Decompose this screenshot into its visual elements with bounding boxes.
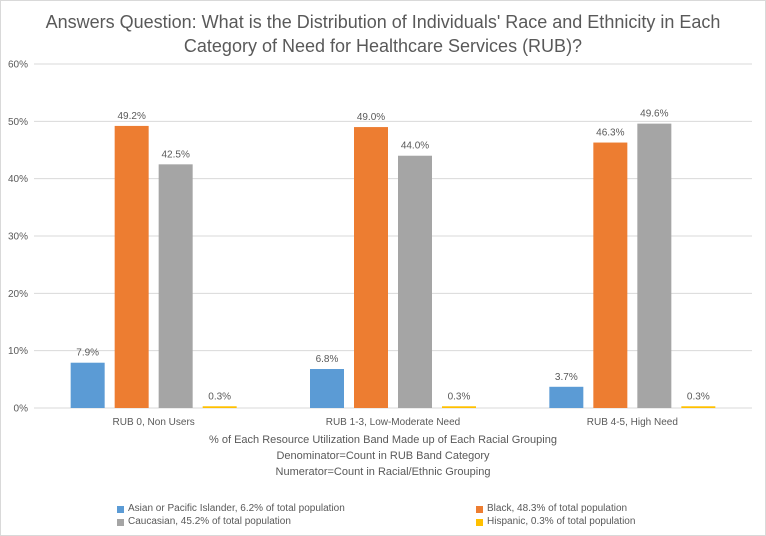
x-axis-title-line-2: Denominator=Count in RUB Band Category	[276, 450, 490, 462]
bar	[114, 125, 149, 409]
y-tick-label: 50%	[8, 117, 28, 128]
chart-title-line-1: Answers Question: What is the Distributi…	[45, 12, 721, 32]
data-label: 0.3%	[687, 391, 710, 402]
legend-label: Caucasian, 45.2% of total population	[128, 516, 291, 527]
y-tick-label: 40%	[8, 174, 28, 185]
data-label: 3.7%	[555, 372, 578, 383]
x-axis-title: % of Each Resource Utilization Band Made…	[0, 432, 766, 480]
legend-item: Hispanic, 0.3% of total population	[476, 516, 635, 528]
bar	[202, 406, 237, 408]
legend-swatch	[117, 518, 124, 526]
gridlines	[34, 63, 752, 409]
y-axis-tick-labels: 0% 10% 20% 30% 40% 50% 60%	[8, 60, 28, 415]
bar	[593, 142, 628, 408]
bars	[70, 123, 716, 409]
data-label: 0.3%	[208, 391, 231, 402]
category-label: RUB 1-3, Low-Moderate Need	[326, 417, 461, 428]
data-label: 6.8%	[316, 354, 339, 365]
bar	[310, 369, 344, 408]
legend-label: Hispanic, 0.3% of total population	[487, 516, 636, 527]
legend-item: Black, 48.3% of total population	[476, 503, 627, 515]
chart-title-line-2: Category of Need for Healthcare Services…	[183, 36, 583, 56]
bar	[158, 164, 193, 408]
bar	[681, 406, 716, 408]
data-label: 49.2%	[117, 111, 145, 122]
data-label: 7.9%	[76, 348, 99, 359]
bar	[549, 386, 584, 408]
category-labels: RUB 0, Non Users RUB 1-3, Low-Moderate Ne…	[113, 417, 678, 428]
data-labels: 7.9% 49.2% 42.5% 0.3% 6.8% 49.0% 44.0% 0.3% 3.7%…	[76, 109, 710, 403]
data-label: 42.5%	[161, 149, 189, 160]
data-label: 44.0%	[401, 141, 429, 152]
chart-title: Answers Question: What is the Distributi…	[0, 10, 766, 58]
legend-swatch	[476, 505, 483, 513]
y-tick-label: 20%	[8, 289, 28, 300]
y-tick-label: 0%	[14, 404, 29, 415]
legend-swatch	[476, 518, 483, 526]
legend-label: Black, 48.3% of total population	[487, 503, 628, 514]
bar	[398, 155, 432, 408]
y-tick-label: 10%	[8, 346, 28, 357]
data-label: 49.0%	[357, 112, 385, 123]
bar	[637, 123, 672, 409]
legend-item: Asian or Pacific Islander, 6.2% of total…	[117, 503, 345, 515]
data-label: 0.3%	[448, 391, 471, 402]
bar	[70, 362, 105, 408]
y-tick-label: 30%	[8, 232, 28, 243]
category-label: RUB 4-5, High Need	[587, 417, 678, 428]
bar	[442, 406, 476, 408]
legend-item: Caucasian, 45.2% of total population	[117, 516, 291, 528]
legend-label: Asian or Pacific Islander, 6.2% of total…	[128, 503, 345, 514]
x-axis-title-line-1: % of Each Resource Utilization Band Made…	[209, 434, 557, 446]
y-tick-label: 60%	[8, 60, 28, 71]
category-label: RUB 0, Non Users	[113, 417, 195, 428]
bar	[354, 127, 388, 409]
data-label: 46.3%	[596, 128, 624, 139]
x-axis-title-line-3: Numerator=Count in Racial/Ethnic Groupin…	[275, 466, 491, 478]
legend-swatch	[117, 505, 124, 513]
data-label: 49.6%	[640, 109, 668, 120]
